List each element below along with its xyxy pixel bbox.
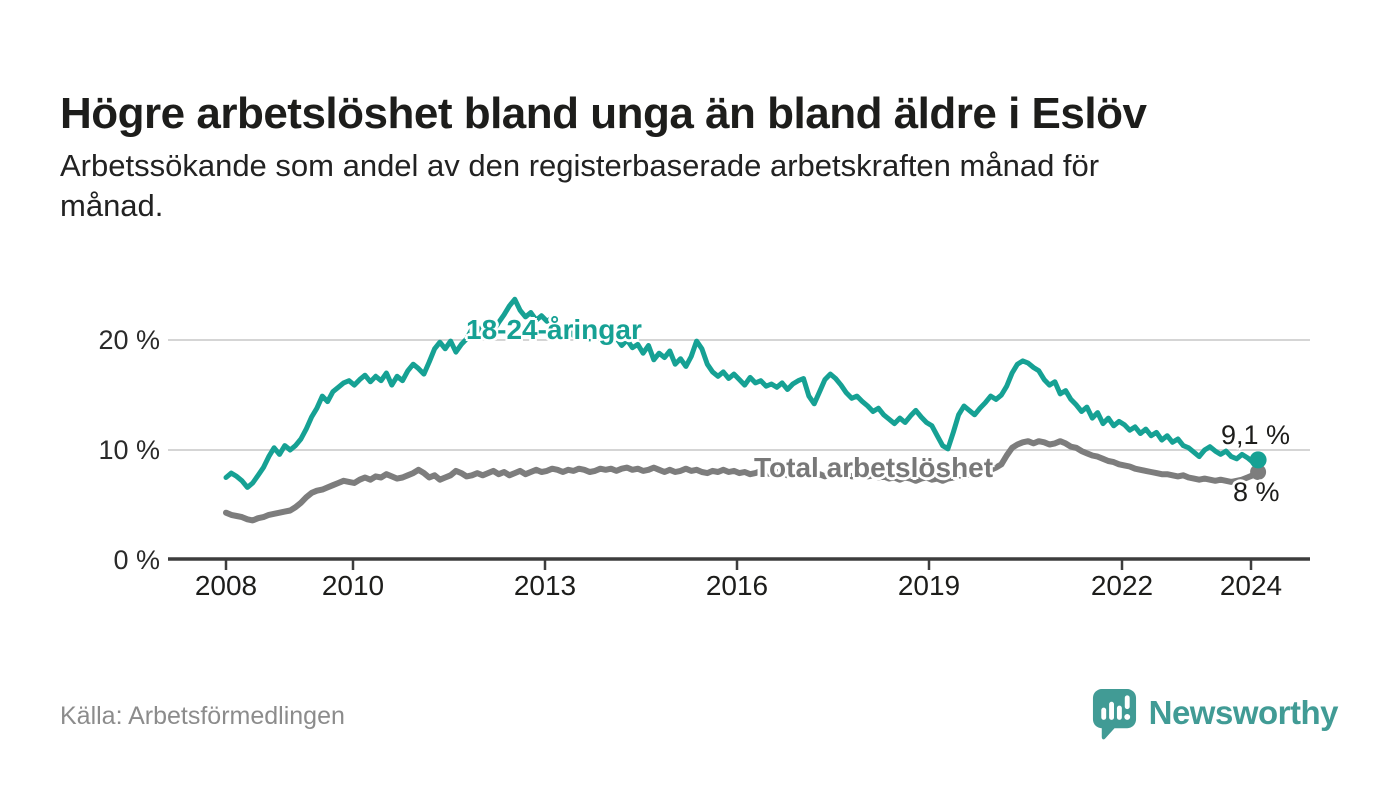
page-title: Högre arbetslöshet bland unga än bland ä…: [60, 89, 1147, 139]
x-axis-label-2022: 2022: [1090, 570, 1154, 601]
x-axis-label-2010: 2010: [321, 570, 385, 601]
x-axis-label-2016: 2016: [705, 570, 769, 601]
youth-line: [223, 296, 1261, 490]
total-end-dot: [1250, 464, 1267, 480]
subtitle-line-1: Arbetssökande som andel av den registerb…: [60, 148, 1100, 183]
total-line: [223, 438, 1262, 524]
x-axis-label-2024: 2024: [1219, 570, 1283, 601]
y-axis-label-20: 20 %: [98, 325, 160, 355]
series-label-youth: 18-24-åringar: [466, 314, 642, 345]
x-axis-label-2013: 2013: [513, 570, 577, 601]
end-value-label-youth: 9,1 %: [1221, 420, 1291, 450]
subtitle: Arbetssökande som andel av den registerb…: [60, 146, 1310, 226]
x-axis-label-2019: 2019: [897, 570, 961, 601]
speech-bubble-bar-chart-icon: [1092, 688, 1136, 739]
newsworthy-logo: Newsworthy: [1091, 686, 1339, 740]
newsworthy-wordmark: Newsworthy: [1148, 694, 1339, 731]
x-axis-label-2008: 2008: [194, 570, 258, 601]
series-label-total: Total arbetslöshet: [754, 452, 994, 483]
source-text: Källa: Arbetsförmedlingen: [60, 702, 345, 730]
subtitle-line-2: månad.: [60, 188, 164, 223]
y-axis-label-10: 10 %: [98, 435, 160, 465]
end-value-label-total: 8 %: [1233, 477, 1280, 507]
youth-end-dot: [1249, 451, 1267, 469]
y-axis-label-0: 0 %: [113, 545, 160, 575]
